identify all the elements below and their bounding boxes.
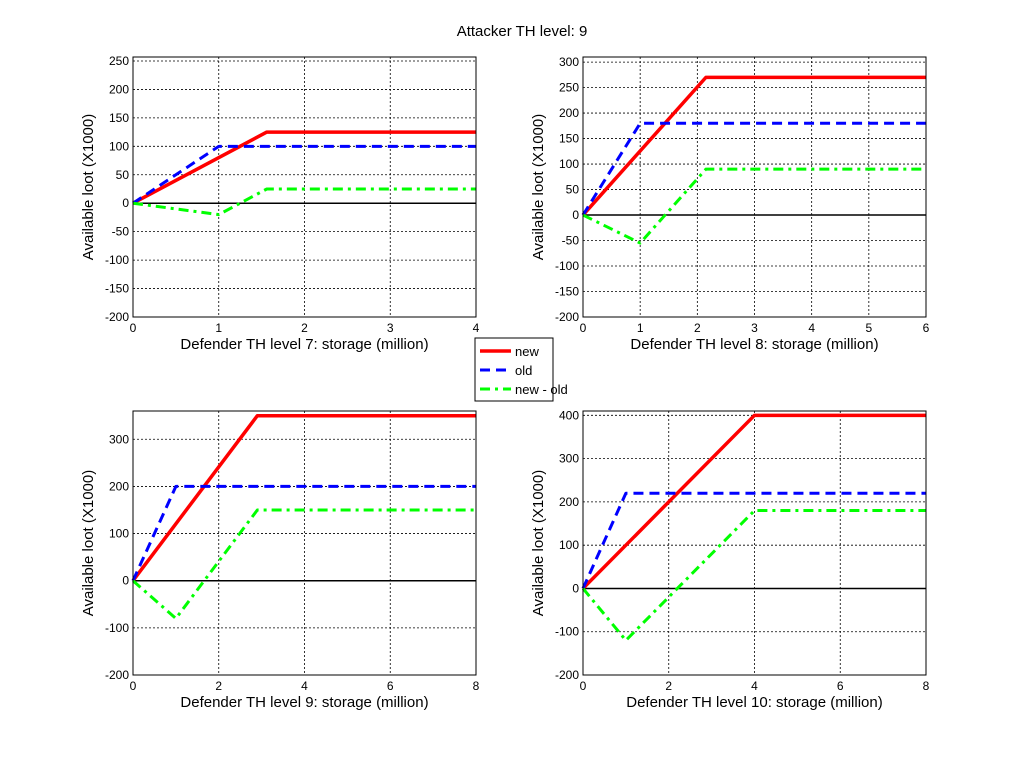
y-axis-label: Available loot (X1000) <box>530 114 547 260</box>
legend-label: new - old <box>515 382 568 397</box>
x-tick-label: 5 <box>865 321 872 335</box>
subplot-2: 0 1 2 3 4 5 6 -200 -150 -100 -50 0 50 100 150 200 250 300… <box>530 55 930 353</box>
x-tick-label: 0 <box>130 321 137 335</box>
x-axis-label: Defender TH level 8: storage (million) <box>630 336 878 353</box>
y-tick-label: -100 <box>105 621 129 635</box>
subplot-3: 0 2 4 6 8 -200 -100 0 100 200 300 Defender TH level… <box>80 410 480 711</box>
y-tick-label: 300 <box>559 55 579 69</box>
legend-label: new <box>515 344 539 359</box>
x-tick-label: 4 <box>473 321 480 335</box>
y-tick-label: -50 <box>562 234 580 248</box>
x-tick-label: 2 <box>694 321 701 335</box>
series-line-new-old <box>582 167 926 245</box>
y-tick-label: 200 <box>559 106 579 120</box>
y-tick-label: -150 <box>105 282 129 296</box>
x-axis-label: Defender TH level 9: storage (million) <box>180 694 428 711</box>
axes-frame <box>582 410 927 676</box>
y-tick-label: -200 <box>105 668 129 682</box>
y-tick-label: 100 <box>109 139 129 153</box>
x-tick-label: 3 <box>387 321 394 335</box>
y-tick-label: 0 <box>572 581 579 595</box>
y-tick-label: -50 <box>112 225 130 239</box>
y-tick-label: 250 <box>559 81 579 95</box>
y-tick-label: 0 <box>122 196 129 210</box>
x-axis-label: Defender TH level 7: storage (million) <box>180 336 428 353</box>
x-tick-label: 2 <box>215 679 222 693</box>
subplot-1: 0 1 2 3 4 -200 -150 -100 -50 0 50 100 150 200 250 Defen… <box>80 54 480 353</box>
series-line-new-old <box>132 187 476 217</box>
x-tick-label: 4 <box>301 679 308 693</box>
x-tick-label: 1 <box>215 321 222 335</box>
y-tick-label: 200 <box>109 82 129 96</box>
x-tick-label: 8 <box>923 679 930 693</box>
x-tick-label: 6 <box>387 679 394 693</box>
y-axis-label: Available loot (X1000) <box>530 470 547 616</box>
y-tick-label: 250 <box>109 54 129 68</box>
y-tick-label: 50 <box>566 183 580 197</box>
series-line-new <box>131 413 476 582</box>
series-line-new-old <box>132 508 476 620</box>
x-axis-label: Defender TH level 10: storage (million) <box>626 694 883 711</box>
series-line-new <box>581 75 926 217</box>
y-tick-label: -200 <box>105 310 129 324</box>
y-axis-label: Available loot (X1000) <box>80 470 97 616</box>
y-tick-label: 400 <box>559 408 579 422</box>
x-tick-label: 0 <box>580 321 587 335</box>
y-tick-label: -100 <box>555 625 579 639</box>
y-tick-label: 200 <box>109 479 129 493</box>
y-tick-label: 100 <box>109 527 129 541</box>
series-line-new <box>132 130 476 205</box>
axes-frame <box>582 56 927 318</box>
x-tick-label: 3 <box>751 321 758 335</box>
x-tick-label: 2 <box>665 679 672 693</box>
y-tick-label: 200 <box>559 495 579 509</box>
x-tick-label: 8 <box>473 679 480 693</box>
y-tick-label: 150 <box>109 111 129 125</box>
y-tick-label: -100 <box>555 259 579 273</box>
x-tick-label: 4 <box>808 321 815 335</box>
y-tick-label: 50 <box>116 168 130 182</box>
figure-title: Attacker TH level: 9 <box>457 23 588 40</box>
legend-label: old <box>515 363 532 378</box>
y-tick-label: 0 <box>572 208 579 222</box>
y-tick-label: -150 <box>555 285 579 299</box>
x-tick-label: 0 <box>580 679 587 693</box>
series-line-old <box>132 144 476 205</box>
y-tick-label: 100 <box>559 157 579 171</box>
subplot-4: 0 2 4 6 8 -200 -100 0 100 200 300 400 Defender TH le… <box>530 408 930 711</box>
series-line-new <box>581 413 926 590</box>
series-line-old <box>581 491 926 590</box>
legend: new old new - old <box>474 337 568 402</box>
x-tick-label: 0 <box>130 679 137 693</box>
y-tick-label: 100 <box>559 538 579 552</box>
y-tick-label: 0 <box>122 574 129 588</box>
x-tick-label: 1 <box>637 321 644 335</box>
series-line-old <box>131 484 476 582</box>
y-tick-label: -200 <box>555 310 579 324</box>
axes-frame <box>132 56 477 318</box>
x-tick-label: 4 <box>751 679 758 693</box>
y-tick-label: -200 <box>555 668 579 682</box>
x-tick-label: 6 <box>923 321 930 335</box>
x-tick-label: 2 <box>301 321 308 335</box>
y-tick-label: 300 <box>559 452 579 466</box>
y-tick-label: -100 <box>105 253 129 267</box>
y-tick-label: 150 <box>559 132 579 146</box>
x-tick-label: 6 <box>837 679 844 693</box>
series-line-old <box>581 121 926 216</box>
y-tick-label: 300 <box>109 432 129 446</box>
y-axis-label: Available loot (X1000) <box>80 114 97 260</box>
axes-frame <box>132 410 477 676</box>
